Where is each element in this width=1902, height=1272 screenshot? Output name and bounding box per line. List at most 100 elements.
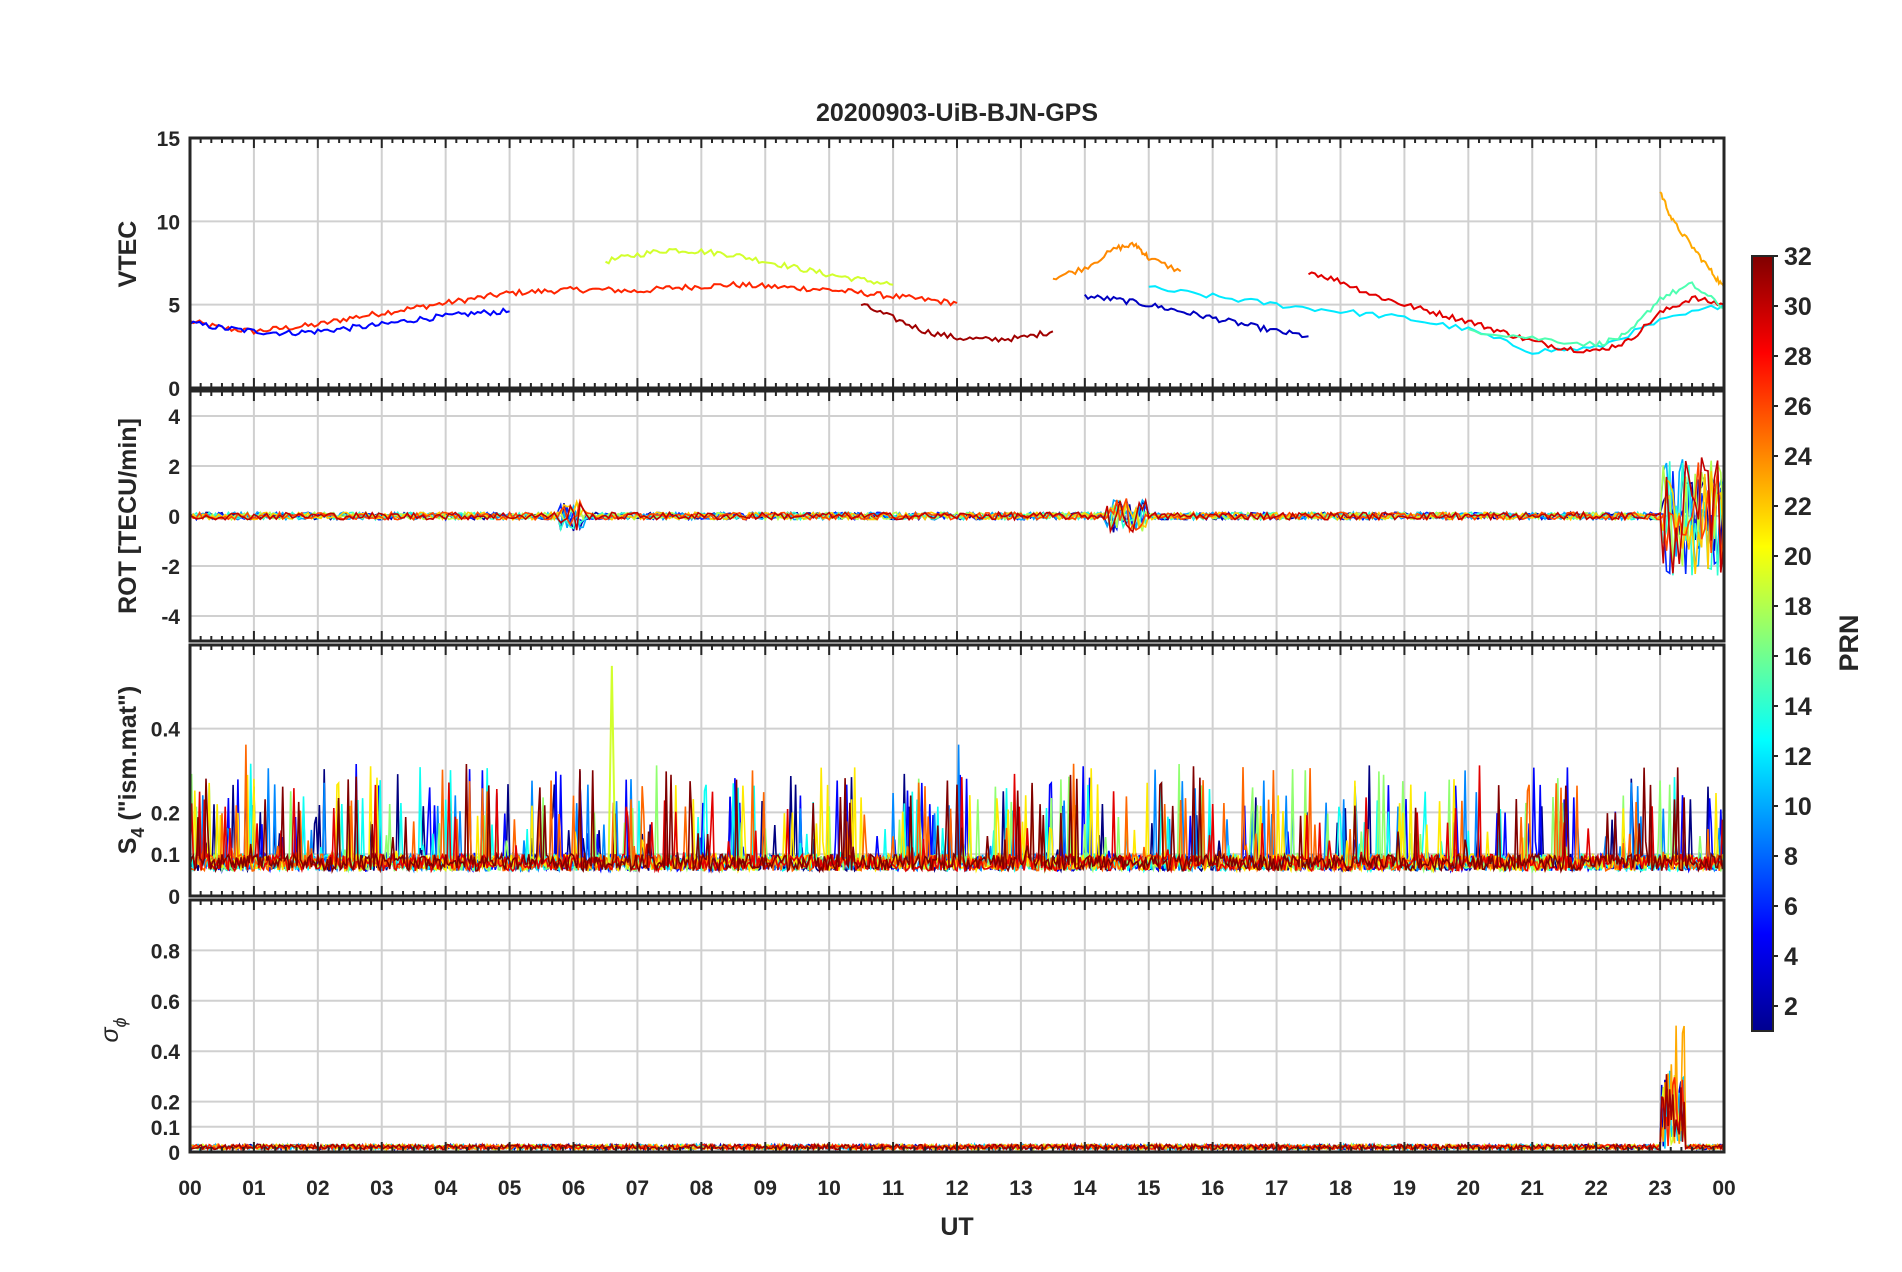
y-tick-label: 0.6 [151, 991, 180, 1014]
s4-series-prn-13 [190, 763, 1724, 874]
panel-2: 0 0.1 0.2 0.4 [151, 643, 1726, 909]
x-tick-label: 14 [1073, 1177, 1097, 1200]
x-tick-label: 10 [817, 1177, 840, 1200]
y-label-sigma-main: σ [96, 1027, 124, 1043]
vtec-series-prn-3 [1084, 293, 1309, 339]
y-tick-label: 5 [168, 295, 180, 318]
vtec-series-prn-23 [1659, 191, 1724, 289]
panel-frame [188, 898, 1726, 1154]
x-tick-label: 08 [690, 1177, 714, 1200]
y-tick-label: 4 [168, 406, 180, 429]
colorbar-tick-label: 18 [1784, 593, 1812, 621]
x-tick-label: 23 [1648, 1177, 1671, 1200]
x-tick-label: 00 [1712, 1177, 1735, 1200]
vtec-series-prn-29 [1308, 271, 1724, 354]
panel-2-data [190, 665, 1724, 874]
svg-text:σϕ: σϕ [96, 1017, 130, 1042]
y-label-s4-sub: 4 [128, 828, 148, 838]
x-tick-label: 18 [1329, 1177, 1353, 1200]
rot-series-prn-26 [190, 462, 1724, 562]
y-tick-label: 2 [168, 456, 180, 479]
x-tick-label: 16 [1201, 1177, 1224, 1200]
x-tick-label: 06 [562, 1177, 585, 1200]
vtec-series-prn-12 [1148, 285, 1724, 355]
colorbar-tick-label: 8 [1784, 843, 1798, 871]
colorbar-tick-label: 12 [1784, 743, 1812, 771]
y-tick-label: 0.8 [151, 940, 181, 963]
s4-peak [607, 665, 617, 863]
colorbar-label: PRN [1834, 614, 1864, 671]
vtec-series-prn-31 [860, 303, 1054, 343]
y-tick-label: 0 [168, 1142, 180, 1165]
y-label-sigma-phi: σϕ [96, 1017, 130, 1042]
panel-1-data [190, 456, 1724, 576]
y-tick-label: 0 [168, 378, 180, 401]
y-label-vtec: VTEC [114, 221, 142, 288]
x-tick-labels: 00 01 02 03 04 05 06 07 08 09 10 11 12 13 14 15 16 17 18 19… [178, 1177, 1735, 1200]
x-tick-label: 15 [1137, 1177, 1161, 1200]
colorbar-tick-label: 20 [1784, 543, 1812, 571]
colorbar-tick-label: 16 [1784, 643, 1812, 671]
x-tick-label: 11 [882, 1177, 905, 1200]
colorbar-tick-label: 28 [1784, 343, 1812, 371]
vtec-series-prn-5 [190, 307, 510, 337]
y-tick-label: 0 [168, 886, 180, 909]
x-tick-label: 01 [242, 1177, 266, 1200]
colorbar-tick-label: 10 [1784, 793, 1812, 821]
x-tick-label: 03 [370, 1177, 393, 1200]
vtec-series-prn-24 [1052, 241, 1182, 281]
x-tick-label: 00 [178, 1177, 201, 1200]
panel-3: 00.10.2 0.4 0.6 0.8 [151, 898, 1726, 1165]
colorbar-tick-label: 26 [1784, 393, 1812, 421]
colorbar-tick-label: 6 [1784, 893, 1798, 921]
x-axis-label: UT [940, 1213, 973, 1241]
x-tick-label: 17 [1265, 1177, 1288, 1200]
panel-frame [188, 643, 1726, 898]
colorbar-tick-label: 30 [1784, 293, 1812, 321]
y-tick-label: 0.2 [151, 1092, 180, 1115]
y-tick-label: 10 [157, 211, 180, 234]
y-label-s4-main: S [114, 838, 142, 855]
y-tick-label: 0.4 [151, 719, 181, 742]
x-tick-label: 05 [498, 1177, 522, 1200]
vtec-series-prn-19 [605, 247, 894, 286]
y-label-rot: ROT [TECU/min] [114, 418, 142, 614]
rot-series-prn-30 [190, 457, 1724, 574]
vtec-series-prn-15 [1467, 281, 1724, 348]
y-label-s4: S4 ("ism.mat") [114, 686, 148, 855]
colorbar-tick-label: 4 [1784, 943, 1798, 971]
panel-frame [188, 389, 1726, 643]
y-tick-label: 0.1 [151, 1117, 181, 1140]
y-tick-label: 15 [157, 128, 181, 151]
y-label-sigma-sub: ϕ [110, 1017, 130, 1027]
y-label-s4-tail: ("ism.mat") [114, 686, 142, 828]
x-tick-label: 09 [754, 1177, 777, 1200]
x-tick-label: 21 [1521, 1177, 1545, 1200]
panel-0: 0 5 10 15 [157, 128, 1726, 401]
y-tick-label: -4 [161, 606, 180, 629]
x-tick-label: 13 [1009, 1177, 1032, 1200]
y-tick-label: 0 [168, 506, 180, 529]
panel-1: -4 -2 0 2 4 [161, 389, 1726, 643]
colorbar-tick-label: 2 [1784, 993, 1798, 1021]
vtec-series-prn-27 [190, 280, 958, 336]
y-tick-label: 0.2 [151, 802, 180, 825]
x-tick-label: 20 [1457, 1177, 1480, 1200]
y-tick-label: 0.1 [151, 844, 181, 867]
x-tick-label: 02 [306, 1177, 329, 1200]
x-tick-label: 07 [626, 1177, 649, 1200]
colorbar-tick-label: 22 [1784, 493, 1812, 521]
y-tick-label: -2 [161, 556, 180, 579]
chart-title: 20200903-UiB-BJN-GPS [816, 99, 1098, 127]
x-tick-label: 19 [1393, 1177, 1416, 1200]
colorbar-tick-label: 14 [1784, 693, 1812, 721]
s4-series-prn-32 [190, 763, 1724, 874]
x-tick-label: 22 [1584, 1177, 1607, 1200]
y-tick-label: 0.4 [151, 1041, 181, 1064]
x-tick-label: 04 [434, 1177, 458, 1200]
panel-frame [188, 136, 1726, 390]
